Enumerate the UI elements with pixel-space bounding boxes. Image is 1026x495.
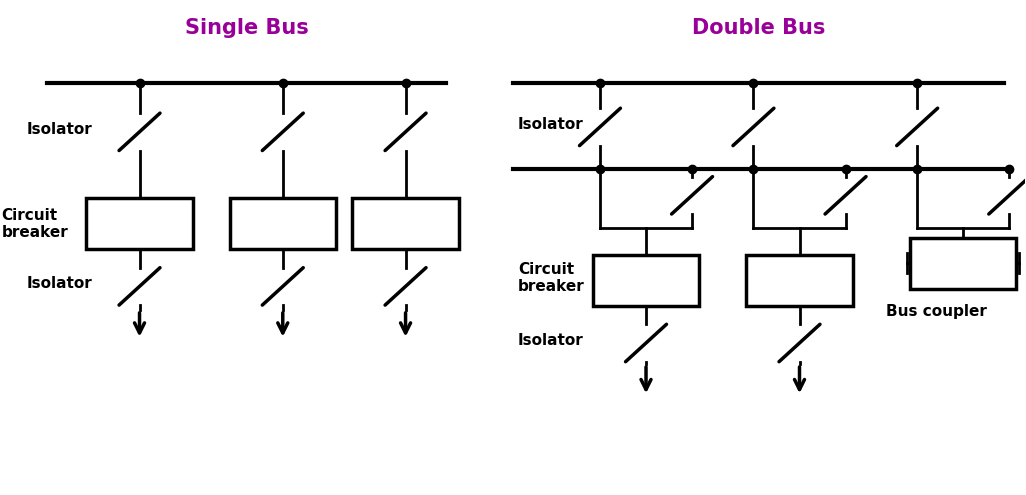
Bar xyxy=(86,198,193,249)
Bar xyxy=(593,255,700,306)
Bar xyxy=(910,238,1017,289)
Bar xyxy=(230,198,336,249)
Text: Isolator: Isolator xyxy=(27,122,92,137)
Text: Isolator: Isolator xyxy=(27,276,92,292)
Bar xyxy=(352,198,459,249)
Text: Bus coupler: Bus coupler xyxy=(886,303,987,319)
Text: Single Bus: Single Bus xyxy=(185,18,309,39)
Text: Circuit
breaker: Circuit breaker xyxy=(1,208,68,240)
Bar xyxy=(746,255,853,306)
Text: Circuit
breaker: Circuit breaker xyxy=(518,262,585,294)
Text: Double Bus: Double Bus xyxy=(692,18,825,39)
Text: Isolator: Isolator xyxy=(518,333,584,348)
Text: Isolator: Isolator xyxy=(518,117,584,132)
